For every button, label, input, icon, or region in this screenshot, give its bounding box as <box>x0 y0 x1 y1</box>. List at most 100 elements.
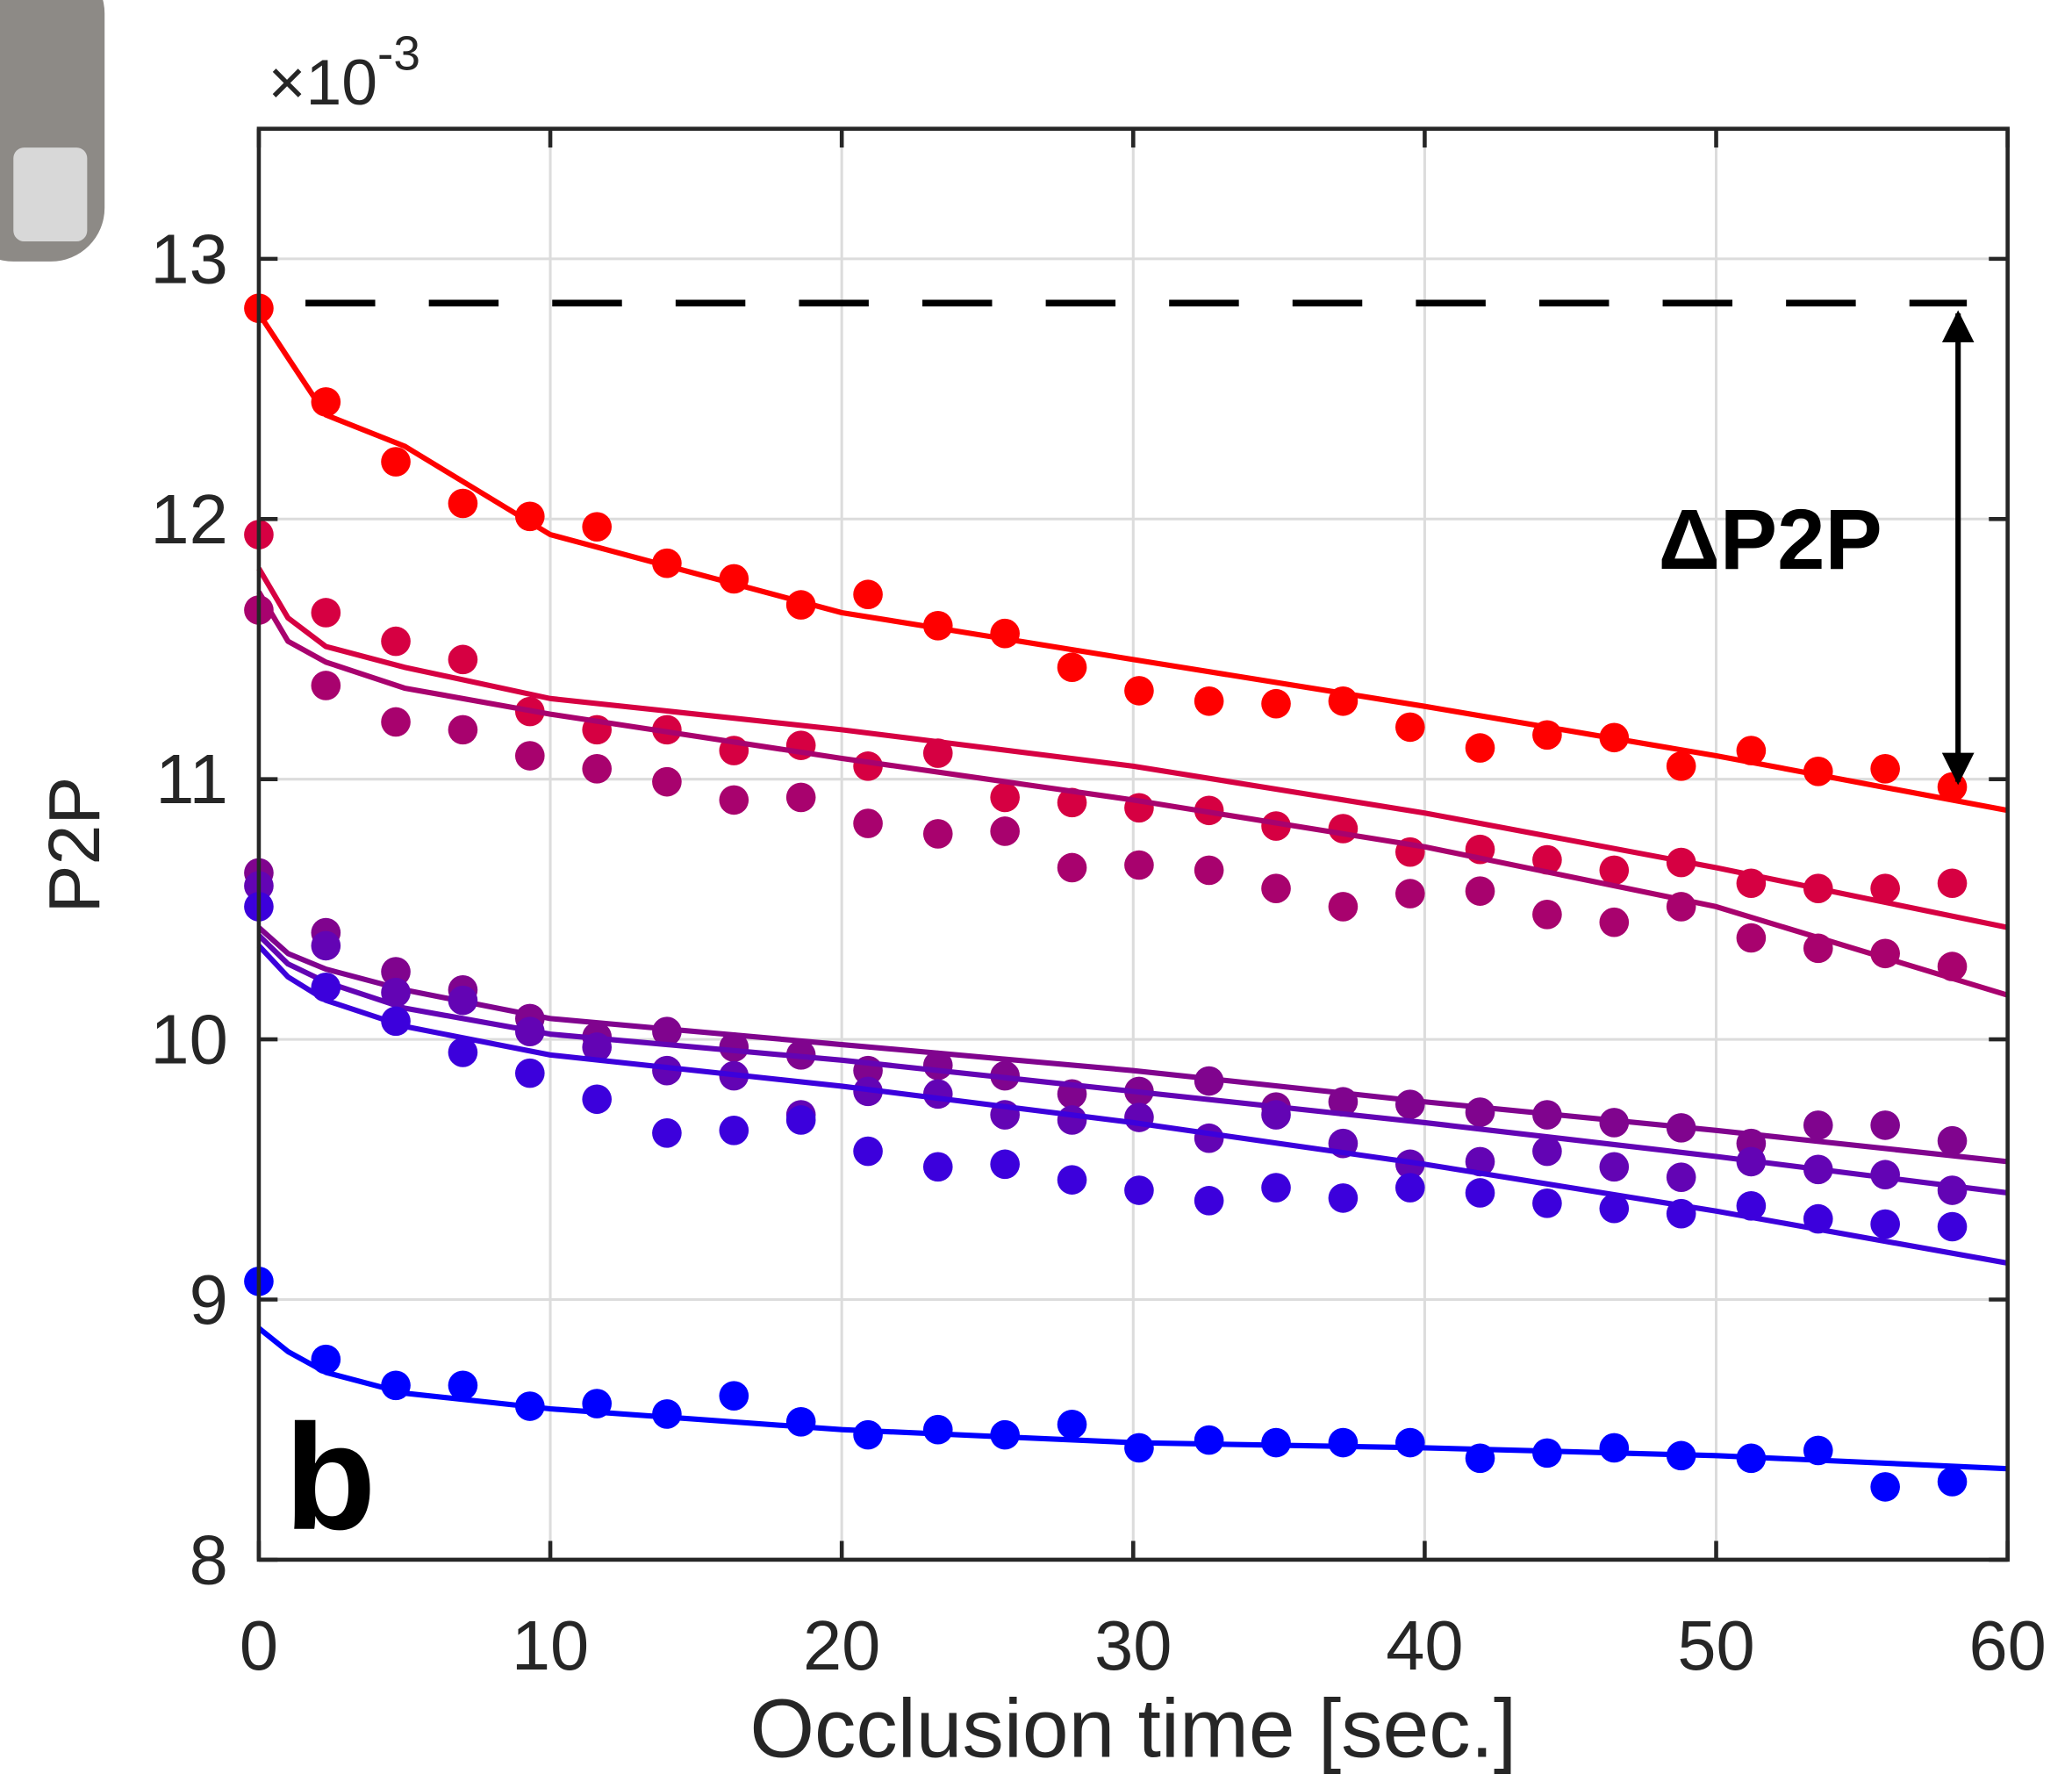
grid <box>257 128 2010 1562</box>
data-point <box>922 1050 953 1081</box>
data-point <box>1465 733 1495 763</box>
data-point <box>1736 923 1767 953</box>
fit-line <box>256 944 2009 1267</box>
data-point <box>1532 1136 1562 1167</box>
plot-area <box>244 293 2009 1502</box>
data-point <box>1599 1433 1630 1463</box>
data-point <box>1599 1108 1630 1138</box>
data-point <box>1736 1146 1767 1177</box>
data-point <box>1666 751 1696 781</box>
fit-line <box>256 933 2009 1196</box>
data-point <box>1666 1198 1696 1229</box>
annotation: ΔP2P <box>1659 491 1882 587</box>
data-point <box>1057 1409 1087 1440</box>
x-tick-label: 20 <box>803 1606 880 1684</box>
data-point <box>1394 1427 1425 1458</box>
data-point <box>582 512 613 542</box>
data-point <box>1057 652 1087 683</box>
data-point <box>1666 1440 1696 1471</box>
data-point <box>1261 1427 1291 1458</box>
data-point <box>582 1389 613 1418</box>
data-point <box>1465 876 1495 906</box>
data-point <box>1124 676 1154 706</box>
data-point <box>1803 933 1833 964</box>
data-point <box>1736 1190 1767 1221</box>
x-tick-label: 60 <box>1968 1606 2046 1684</box>
data-point <box>1937 1125 1968 1156</box>
data-point <box>381 1370 411 1401</box>
data-point <box>785 590 816 620</box>
fit-line <box>256 567 2009 930</box>
data-point <box>1599 1152 1630 1182</box>
data-point <box>1532 1189 1562 1218</box>
data-point <box>1194 1186 1224 1216</box>
data-point <box>1599 907 1630 937</box>
data-point <box>1057 1105 1087 1135</box>
data-point <box>922 1079 953 1110</box>
data-point <box>1870 754 1900 784</box>
data-point <box>1261 873 1291 903</box>
x-axis-label: Occlusion time [sec.] <box>749 1683 1516 1776</box>
data-point <box>582 1084 613 1115</box>
data-point <box>652 766 682 797</box>
data-point <box>652 1117 682 1148</box>
fit-line <box>257 1325 2008 1472</box>
data-point <box>990 618 1020 649</box>
data-point <box>1124 1175 1154 1205</box>
data-point <box>311 671 341 700</box>
data-point <box>381 447 411 477</box>
y-multiplier-exponent: -3 <box>377 25 420 80</box>
data-point <box>1666 847 1696 878</box>
data-point <box>1736 1443 1767 1474</box>
y-tick-label: 9 <box>190 1260 228 1339</box>
data-point <box>1261 1173 1291 1203</box>
data-point <box>1465 1097 1495 1127</box>
data-point <box>1328 892 1359 922</box>
data-point <box>1803 1435 1833 1466</box>
data-point <box>1937 1211 1968 1242</box>
data-point <box>1599 855 1630 886</box>
data-point <box>719 1381 749 1411</box>
data-point <box>922 611 953 641</box>
data-point <box>853 1419 883 1450</box>
y-multiplier-base: ×10 <box>269 47 377 118</box>
data-point <box>1532 720 1562 750</box>
data-point <box>381 977 411 1008</box>
data-point <box>1937 868 1968 899</box>
data-point <box>514 741 545 771</box>
data-point <box>1532 900 1562 930</box>
data-point <box>922 819 953 849</box>
photo-fragment-detail <box>13 147 88 242</box>
data-point <box>514 1016 545 1047</box>
data-point <box>1803 756 1833 786</box>
data-point <box>719 564 749 594</box>
data-point <box>1666 1113 1696 1143</box>
data-point <box>381 957 411 987</box>
data-point <box>1328 686 1359 716</box>
data-point <box>1328 1183 1359 1213</box>
data-point <box>1328 1087 1359 1117</box>
data-point <box>1328 814 1359 844</box>
data-point <box>1870 1472 1900 1502</box>
data-point <box>1599 722 1630 753</box>
data-point <box>1465 1443 1495 1474</box>
data-point <box>1194 686 1224 716</box>
data-point <box>514 1058 545 1088</box>
data-point <box>381 626 411 657</box>
data-point <box>719 785 749 815</box>
data-point <box>652 1055 682 1086</box>
data-point <box>1394 879 1425 908</box>
data-point <box>785 1407 816 1437</box>
y-axis-label: P2P <box>34 777 115 914</box>
fit-line <box>256 312 2009 814</box>
y-tick-label: 11 <box>155 740 227 818</box>
data-point <box>922 738 953 768</box>
data-point <box>1057 852 1087 883</box>
data-point <box>1803 1203 1833 1234</box>
data-point <box>1465 1178 1495 1208</box>
y-tick-label: 10 <box>150 1001 227 1079</box>
data-point <box>1124 1102 1154 1132</box>
x-tick-label: 50 <box>1677 1606 1754 1684</box>
x-tick-label: 0 <box>240 1606 278 1684</box>
